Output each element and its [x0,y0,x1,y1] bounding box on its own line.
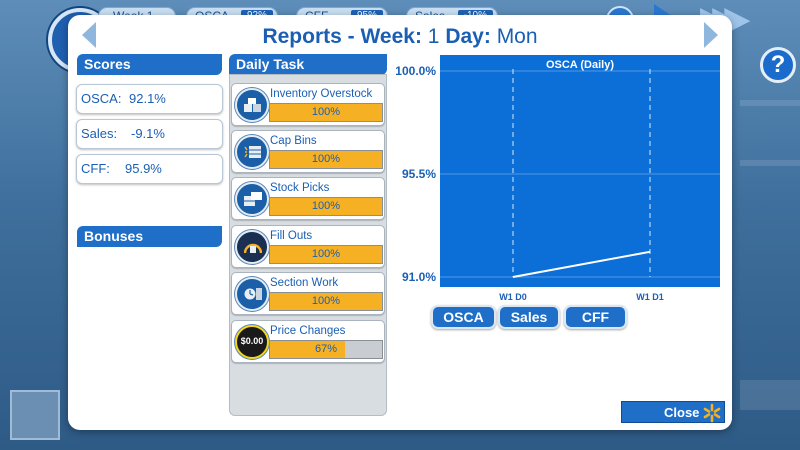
previous-day-button[interactable] [82,22,96,48]
task-progress-fill [270,341,346,358]
task-progress-label: 100% [311,153,341,165]
chart-title: OSCA (Daily) [546,59,614,71]
report-week: 1 [427,25,440,48]
price-tag-text: $0.00 [240,336,264,346]
task-progress-fill [270,104,382,121]
task-progress-label: 100% [311,248,341,260]
task-fill-outs: Fill Outs 100% [231,225,385,268]
score-cff-label: CFF: [81,161,110,176]
series-line [512,250,651,278]
score-sales-value: -9.1% [131,126,165,141]
stock-picks-icon [235,182,269,216]
task-name: Inventory Overstock [270,88,373,100]
y-tick-label: 95.5% [402,167,436,181]
task-progress-fill [270,198,382,215]
task-progress-label: 100% [311,106,341,118]
chart-sales-button[interactable]: Sales [498,305,560,329]
score-osca-value: 92.1% [129,91,166,106]
avatar [10,390,60,440]
task-inventory-overstock: Inventory Overstock 100% [231,83,385,126]
background-shelf [740,100,800,106]
task-name: Section Work [270,277,339,289]
scores-header: Scores [77,54,222,75]
task-name: Price Changes [270,325,346,337]
background-shelf [740,160,800,166]
close-label: Close [664,405,700,420]
task-name: Stock Picks [270,182,330,194]
task-section-work: Section Work 100% [231,272,385,315]
chart-plot-area [440,55,720,287]
report-day-label: Day: [445,25,491,48]
task-stock-picks: Stock Picks 100% [231,177,385,220]
score-osca: OSCA: 92.1% [76,84,223,114]
chart-cff-button[interactable]: CFF [564,305,627,329]
score-cff-value: 95.9% [125,161,162,176]
task-price-changes: $0.00 Price Changes 67% [231,320,385,363]
boxes-icon [235,88,269,122]
task-name: Fill Outs [270,230,313,242]
task-progress-bar: 100% [269,245,383,264]
cap-bins-icon [235,135,269,169]
task-progress-fill [270,293,382,310]
report-title-prefix: Reports - Week: [262,25,422,48]
x-tick-label: W1 D1 [636,292,664,302]
score-sales: Sales: -9.1% [76,119,223,149]
close-button[interactable]: Close [621,401,725,423]
task-progress-label: 100% [311,295,341,307]
chart-osca-button[interactable]: OSCA [431,305,496,329]
task-progress-fill [270,246,382,263]
score-sales-label: Sales: [81,126,118,141]
next-day-button[interactable] [704,22,718,48]
section-work-icon [235,277,269,311]
task-name: Cap Bins [270,135,317,147]
y-tick-label: 100.0% [395,64,436,78]
help-button[interactable]: ? [760,47,796,83]
spark-icon [703,403,721,423]
x-tick-label: W1 D0 [499,292,527,302]
task-cap-bins: Cap Bins 100% [231,130,385,173]
osca-daily-chart: OSCA (Daily) 100.0% 95.5% 91.0% W1 D0 W1 D1 [395,55,720,302]
score-cff: CFF: 95.9% [76,154,223,184]
task-progress-bar: 100% [269,292,383,311]
task-progress-fill [270,151,382,168]
y-tick-label: 91.0% [402,270,436,284]
background-shelf [740,380,800,410]
report-day: Mon [496,25,538,48]
bonuses-header: Bonuses [77,226,222,247]
report-title: Reports - Week: 1 Day: Mon [140,24,660,50]
help-icon: ? [770,51,786,78]
task-progress-bar: 100% [269,150,383,169]
task-progress-label: 67% [314,343,338,355]
task-progress-bar: 100% [269,103,383,122]
score-osca-label: OSCA: [81,91,122,106]
task-progress-bar: 100% [269,197,383,216]
price-tag-icon: $0.00 [235,325,269,359]
task-progress-bar: 67% [269,340,383,359]
daily-task-header: Daily Task [229,54,387,75]
task-progress-label: 100% [311,200,341,212]
fill-outs-icon [235,230,269,264]
